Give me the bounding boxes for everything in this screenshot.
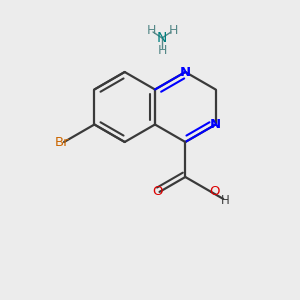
Text: N: N	[157, 31, 167, 45]
Text: N: N	[210, 118, 221, 131]
Text: N: N	[180, 65, 191, 79]
Text: H: H	[146, 25, 156, 38]
Text: H: H	[221, 194, 230, 207]
Text: O: O	[152, 185, 163, 198]
Text: O: O	[209, 185, 219, 198]
Text: Br: Br	[55, 136, 69, 148]
Text: H: H	[157, 44, 167, 56]
Text: H: H	[168, 25, 178, 38]
